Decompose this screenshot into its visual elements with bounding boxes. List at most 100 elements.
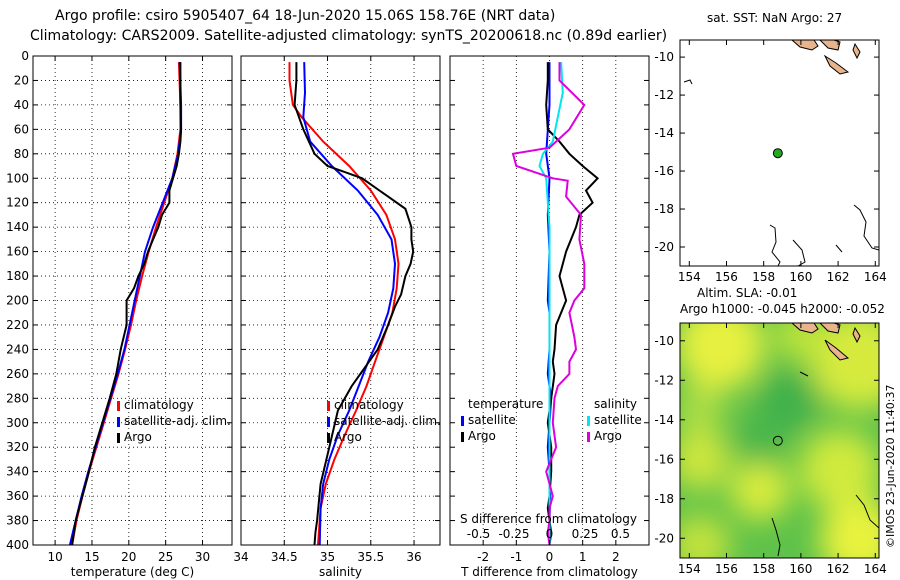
y-tick-label: 260 — [6, 367, 29, 381]
map-y-tick-label: -14 — [654, 413, 674, 427]
figure-title-line1: Argo profile: csiro 5905407_64 18-Jun-20… — [55, 8, 555, 24]
x-tick-label: 10 — [47, 550, 62, 564]
legend-satellite-label: satellite-adj. clim. — [334, 414, 441, 428]
y-tick-label: 160 — [6, 245, 29, 259]
map-y-tick-label: -10 — [654, 50, 674, 64]
y-tick-label: 240 — [6, 342, 29, 356]
legend-climatology-label: climatology — [124, 398, 194, 412]
reef-outline — [799, 371, 809, 377]
sla-blob — [680, 323, 765, 390]
legend-argo-swatch — [117, 433, 120, 443]
island-landmass — [824, 339, 850, 361]
x-tick-label: 2 — [612, 550, 620, 564]
y-tick-label: 380 — [6, 514, 29, 528]
argo-float-marker — [772, 435, 783, 446]
legend-argo-label: Argo — [334, 430, 362, 444]
map-y-tick-label: -14 — [654, 126, 674, 140]
y-tick-label: 120 — [6, 196, 29, 210]
island-landmass — [791, 323, 819, 334]
x-axis-label: salinity — [319, 565, 362, 579]
x-axis-label: T difference from climatology — [460, 565, 638, 579]
series-line-salinity-satellite — [538, 62, 564, 545]
altimetry-map: Altim. SLA: -0.01 Argo h1000: -0.045 h20… — [654, 286, 887, 576]
temperature-legend: climatology satellite-adj. clim. Argo — [117, 398, 231, 444]
s-tick-label: 0.25 — [572, 527, 599, 541]
map-x-tick-label: 156 — [715, 562, 738, 576]
legend-t-argo-label: Argo — [468, 429, 496, 443]
map-y-tick-label: -10 — [654, 334, 674, 348]
y-tick-label: 40 — [14, 98, 29, 112]
imos-watermark: ©IMOS 23-Jun-2020 11:40:37 — [884, 384, 897, 548]
reef-outline — [771, 517, 781, 557]
sla-blob — [800, 430, 879, 510]
s-tick-label: -0.25 — [498, 527, 529, 541]
legend-t-satellite-swatch — [461, 416, 464, 426]
x-tick-label: 34.5 — [271, 550, 298, 564]
reef-outline — [835, 244, 843, 253]
map-x-tick-label: 158 — [752, 270, 775, 284]
sla-blob — [730, 460, 790, 520]
map-y-tick-label: -12 — [654, 88, 674, 102]
island-landmass — [852, 42, 861, 60]
island-landmass — [819, 40, 841, 51]
difference-panel: -2 -1 0 1 2 S difference from climatology-0.5… — [449, 55, 650, 579]
sst-map: sat. SST: NaN Argo: 27 154 156 158 160 162 16… — [654, 11, 886, 284]
legend-temperature-heading: temperature — [468, 397, 543, 411]
legend-t-argo-swatch — [461, 432, 464, 442]
legend-s-satellite-swatch — [587, 416, 590, 426]
map-x-tick-label: 164 — [864, 562, 887, 576]
series-line-satellite-adj-clim- — [68, 62, 183, 546]
x-tick-label: 15 — [84, 550, 99, 564]
map-y-tick-label: -12 — [654, 373, 674, 387]
map-y-tick-label: -18 — [654, 202, 674, 216]
map-x-tick-label: 156 — [715, 270, 738, 284]
altimetry-map-subtitle: Argo h1000: -0.045 h2000: -0.052 — [680, 302, 885, 316]
series-line-salinity-argo — [511, 62, 586, 546]
reef-outline — [683, 79, 693, 85]
map-y-tick-label: -18 — [654, 492, 674, 506]
s-tick-label: -0.5 — [467, 527, 490, 541]
legend-climatology-swatch — [117, 401, 120, 411]
legend-satellite-label: satellite-adj. clim. — [124, 414, 231, 428]
y-tick-label: 400 — [6, 538, 29, 552]
island-landmass — [791, 40, 819, 51]
sla-blob — [760, 370, 820, 430]
x-tick-label: 35.5 — [357, 550, 384, 564]
altimetry-map-frame — [679, 322, 880, 559]
island-landmass — [852, 326, 861, 344]
altimetry-heatmap — [680, 323, 879, 558]
y-tick-label: 60 — [14, 122, 29, 136]
altimetry-map-axes: 154 156 158 160 162 164 -10 -12 -14 -16 -18 -20 — [654, 323, 887, 576]
x-tick-label: -2 — [477, 550, 489, 564]
x-tick-label: -1 — [510, 550, 522, 564]
sla-blob — [735, 415, 785, 465]
plot-frame — [240, 55, 441, 546]
sst-map-title: sat. SST: NaN Argo: 27 — [707, 11, 842, 25]
temperature-panel: 10 15 20 25 30020406080100120140160180200220… — [6, 49, 233, 579]
y-tick-label: 300 — [6, 416, 29, 430]
x-tick-label: 36 — [406, 550, 421, 564]
salinity-legend: climatology satellite-adj. clim. Argo — [327, 398, 441, 444]
legend-t-satellite-label: satellite — [468, 413, 516, 427]
x-tick-label: 34 — [233, 550, 248, 564]
sla-blob — [680, 430, 730, 490]
sst-map-coastlines — [683, 40, 879, 266]
sla-blob — [820, 500, 879, 558]
island-landmass — [823, 54, 850, 75]
map-y-tick-label: -16 — [654, 164, 674, 178]
map-x-tick-label: 164 — [864, 270, 887, 284]
sst-map-axes: 154 156 158 160 162 164 -10 -12 -14 -16 -18 -20 — [654, 40, 887, 284]
sla-blob — [680, 515, 730, 558]
map-x-tick-label: 158 — [752, 562, 775, 576]
sla-blob — [680, 385, 725, 435]
map-x-tick-label: 162 — [827, 270, 850, 284]
argo-float-marker — [772, 148, 783, 159]
reef-outline — [792, 239, 806, 266]
s-axis-label: S difference from climatology — [460, 512, 637, 526]
y-tick-label: 0 — [21, 49, 29, 63]
legend-s-satellite-label: satellite — [594, 413, 642, 427]
map-x-tick-label: 162 — [827, 562, 850, 576]
y-tick-label: 100 — [6, 171, 29, 185]
map-y-tick-label: -20 — [654, 240, 674, 254]
y-tick-label: 280 — [6, 391, 29, 405]
